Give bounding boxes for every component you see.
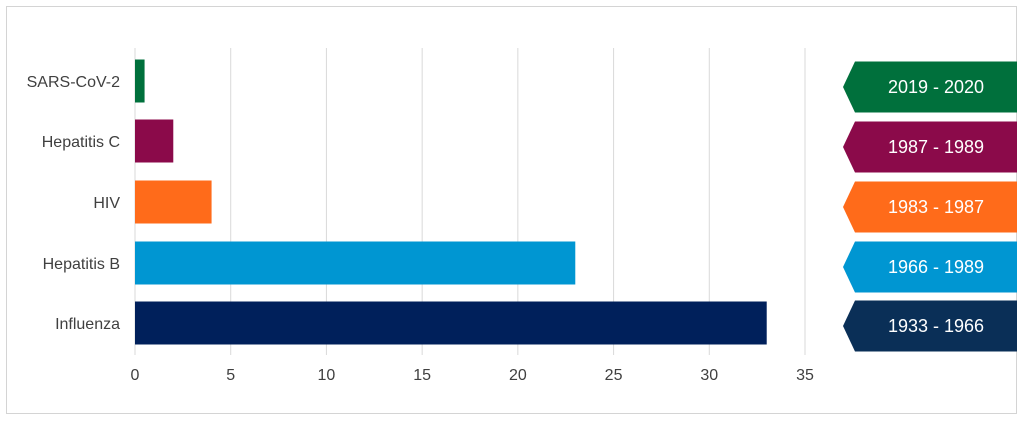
category-label: Influenza bbox=[55, 316, 120, 333]
x-tick-label: 5 bbox=[226, 367, 235, 384]
category-labels: SARS-CoV-2 Hepatitis C HIV Hepatitis B Influ… bbox=[27, 74, 121, 333]
period-tag bbox=[843, 300, 1017, 352]
period-tag bbox=[843, 121, 1017, 173]
category-label: Hepatitis B bbox=[43, 256, 120, 273]
bar-hiv bbox=[135, 180, 212, 224]
x-tick-label: 10 bbox=[318, 367, 336, 384]
period-tag-label: 1983 - 1987 bbox=[888, 197, 984, 217]
period-tag-label: 2019 - 2020 bbox=[888, 77, 984, 97]
bar-hepatitis-c bbox=[135, 119, 174, 163]
x-axis-ticks: 0 5 10 15 20 25 30 35 bbox=[131, 367, 814, 384]
period-tag-label: 1933 - 1966 bbox=[888, 316, 984, 336]
x-tick-label: 20 bbox=[509, 367, 527, 384]
period-tags: 2019 - 2020 1987 - 1989 1983 - 1987 1966 - … bbox=[843, 61, 1017, 352]
bar-sars-cov-2 bbox=[135, 59, 145, 103]
bar-influenza bbox=[135, 301, 767, 345]
x-tick-label: 15 bbox=[413, 367, 431, 384]
period-tag bbox=[843, 181, 1017, 233]
bar-hepatitis-b bbox=[135, 241, 576, 285]
category-label: Hepatitis C bbox=[42, 134, 120, 151]
period-tag-label: 1987 - 1989 bbox=[888, 137, 984, 157]
x-tick-label: 35 bbox=[796, 367, 814, 384]
period-tag bbox=[843, 241, 1017, 293]
period-tag-label: 1966 - 1989 bbox=[888, 257, 984, 277]
period-tag bbox=[843, 61, 1017, 113]
x-tick-label: 0 bbox=[131, 367, 140, 384]
bars bbox=[135, 59, 767, 345]
category-label: SARS-CoV-2 bbox=[27, 74, 120, 91]
x-tick-label: 25 bbox=[605, 367, 623, 384]
x-tick-label: 30 bbox=[700, 367, 718, 384]
category-label: HIV bbox=[93, 195, 120, 212]
